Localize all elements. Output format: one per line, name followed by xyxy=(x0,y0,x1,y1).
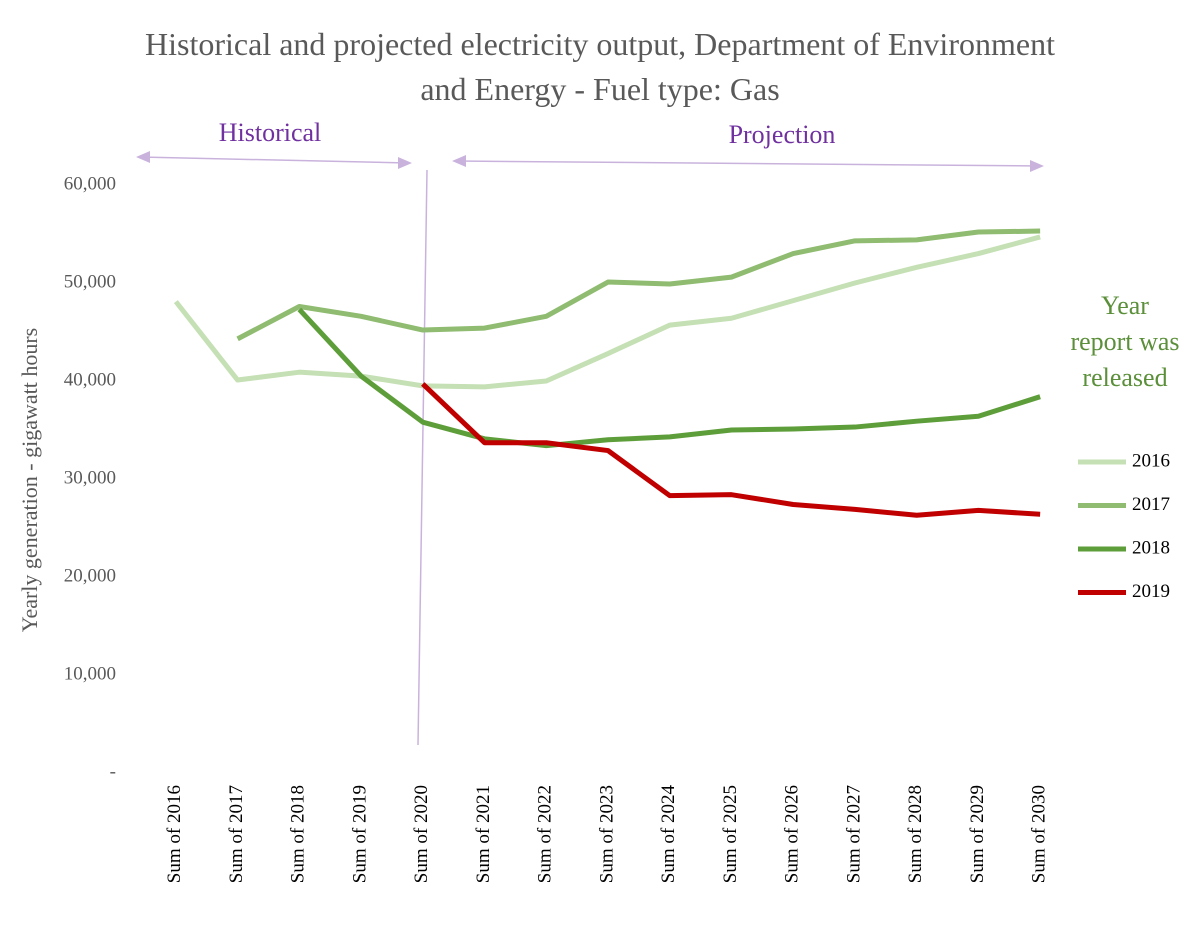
x-tick-label: Sum of 2022 xyxy=(535,785,556,883)
y-tick-label: - xyxy=(110,761,116,782)
y-tick-label: 40,000 xyxy=(64,369,116,390)
y-tick-label: 60,000 xyxy=(64,173,116,194)
legend-label: 2019 xyxy=(1132,581,1170,602)
y-tick-label: 30,000 xyxy=(64,467,116,488)
legend-label: 2018 xyxy=(1132,537,1170,558)
divider xyxy=(417,169,428,746)
legend-label: 2017 xyxy=(1132,494,1170,515)
y-axis-title: Yearly generation - gigawatt hours xyxy=(17,328,42,632)
x-tick-label: Sum of 2019 xyxy=(349,785,370,883)
x-tick-label: Sum of 2024 xyxy=(658,785,679,884)
series-line xyxy=(173,234,1041,390)
x-tick-label: Sum of 2028 xyxy=(905,785,926,883)
legend-title: Year report was released xyxy=(1070,291,1180,392)
x-tick-label: Sum of 2030 xyxy=(1028,785,1049,883)
x-tick-label: Sum of 2026 xyxy=(782,785,803,883)
y-tick-label: 50,000 xyxy=(64,271,116,292)
x-tick-label: Sum of 2020 xyxy=(411,785,432,883)
legend-label: 2016 xyxy=(1132,450,1170,471)
x-tick-label: Sum of 2025 xyxy=(720,785,741,883)
chart-title: Historical and projected electricity out… xyxy=(145,26,1055,107)
series-line xyxy=(297,307,1041,449)
arrows xyxy=(136,151,1044,172)
annotation: Historical xyxy=(219,118,322,147)
x-tick-label: Sum of 2018 xyxy=(288,785,309,883)
x-tick-label: Sum of 2017 xyxy=(226,785,247,883)
x-tick-label: Sum of 2016 xyxy=(164,785,185,883)
y-tick-label: 10,000 xyxy=(64,663,116,684)
x-tick-label: Sum of 2027 xyxy=(843,785,864,883)
x-tick-label: Sum of 2023 xyxy=(596,785,617,883)
x-tick-label: Sum of 2021 xyxy=(473,785,494,883)
series-line xyxy=(421,382,1041,518)
y-tick-label: 20,000 xyxy=(64,565,116,586)
annotation: Projection xyxy=(729,120,836,149)
series-line xyxy=(236,228,1041,342)
x-tick-label: Sum of 2029 xyxy=(967,785,988,883)
